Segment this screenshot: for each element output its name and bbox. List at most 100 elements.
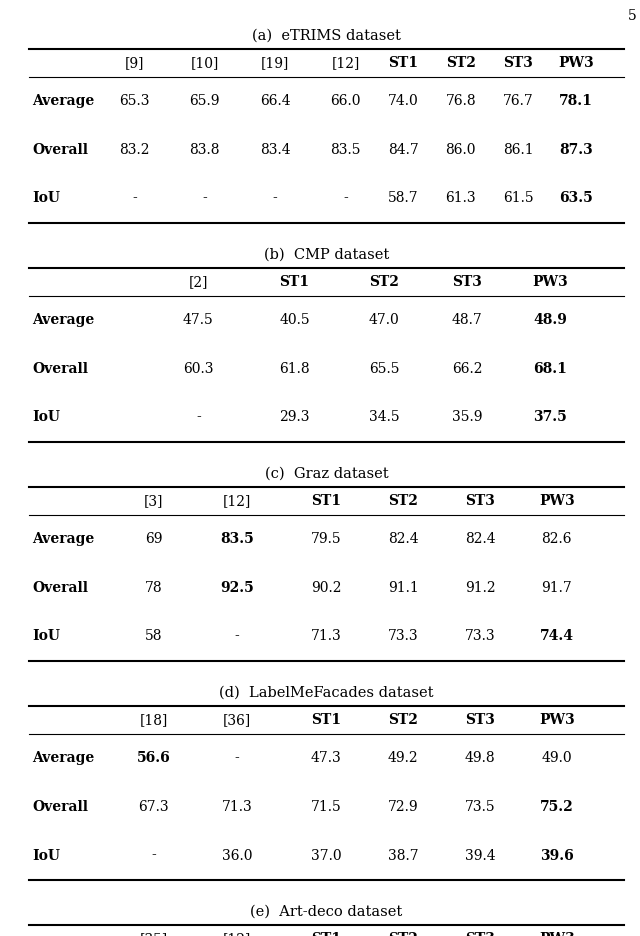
Text: [12]: [12] [332,56,360,69]
Text: ST3: ST3 [504,56,533,69]
Text: ST1: ST1 [388,56,418,69]
Text: 39.6: 39.6 [540,849,573,862]
Text: 61.5: 61.5 [503,192,534,205]
Text: 86.1: 86.1 [503,143,534,156]
Text: 37.5: 37.5 [534,411,567,424]
Text: 82.4: 82.4 [388,533,419,546]
Text: PW3: PW3 [539,932,575,936]
Text: 47.0: 47.0 [369,314,399,327]
Text: -: - [343,192,348,205]
Text: 73.5: 73.5 [465,800,495,813]
Text: -: - [234,630,239,643]
Text: ST3: ST3 [465,494,495,507]
Text: Average: Average [32,533,94,546]
Text: 61.3: 61.3 [445,192,476,205]
Text: IoU: IoU [32,411,60,424]
Text: Overall: Overall [32,581,88,594]
Text: 60.3: 60.3 [183,362,214,375]
Text: PW3: PW3 [539,713,575,726]
Text: 65.3: 65.3 [119,95,150,108]
Text: 40.5: 40.5 [279,314,310,327]
Text: 39.4: 39.4 [465,849,495,862]
Text: (b)  CMP dataset: (b) CMP dataset [264,248,389,262]
Text: Average: Average [32,314,94,327]
Text: 83.8: 83.8 [189,143,220,156]
Text: (a)  eTRIMS dataset: (a) eTRIMS dataset [252,29,401,43]
Text: 91.1: 91.1 [388,581,419,594]
Text: 83.5: 83.5 [330,143,361,156]
Text: 49.8: 49.8 [465,752,495,765]
Text: 90.2: 90.2 [311,581,342,594]
Text: [18]: [18] [140,713,168,726]
Text: 66.4: 66.4 [260,95,291,108]
Text: 73.3: 73.3 [465,630,495,643]
Text: -: - [151,849,156,862]
Text: 47.3: 47.3 [311,752,342,765]
Text: 36.0: 36.0 [221,849,252,862]
Text: 35.9: 35.9 [452,411,483,424]
Text: [10]: [10] [191,56,219,69]
Text: ST2: ST2 [388,932,418,936]
Text: [35]: [35] [140,932,168,936]
Text: 92.5: 92.5 [220,581,253,594]
Text: 84.7: 84.7 [388,143,419,156]
Text: ST1: ST1 [312,494,341,507]
Text: 47.5: 47.5 [183,314,214,327]
Text: ST3: ST3 [465,932,495,936]
Text: 82.6: 82.6 [541,533,572,546]
Text: 82.4: 82.4 [465,533,495,546]
Text: [12]: [12] [223,932,251,936]
Text: ST1: ST1 [312,932,341,936]
Text: -: - [132,192,137,205]
Text: IoU: IoU [32,849,60,862]
Text: 71.5: 71.5 [311,800,342,813]
Text: 71.3: 71.3 [221,800,252,813]
Text: 58: 58 [145,630,163,643]
Text: [9]: [9] [125,56,144,69]
Text: 87.3: 87.3 [559,143,593,156]
Text: [2]: [2] [189,275,208,288]
Text: 83.2: 83.2 [119,143,150,156]
Text: 76.7: 76.7 [503,95,534,108]
Text: 75.2: 75.2 [540,800,573,813]
Text: 72.9: 72.9 [388,800,419,813]
Text: ST2: ST2 [369,275,399,288]
Text: Overall: Overall [32,143,88,156]
Text: PW3: PW3 [539,494,575,507]
Text: Overall: Overall [32,800,88,813]
Text: PW3: PW3 [532,275,568,288]
Text: 76.8: 76.8 [445,95,476,108]
Text: ST1: ST1 [312,713,341,726]
Text: ST3: ST3 [452,275,482,288]
Text: [3]: [3] [144,494,163,507]
Text: 69: 69 [145,533,163,546]
Text: ST2: ST2 [446,56,476,69]
Text: 49.0: 49.0 [541,752,572,765]
Text: 68.1: 68.1 [534,362,567,375]
Text: 71.3: 71.3 [311,630,342,643]
Text: ST2: ST2 [388,494,418,507]
Text: 91.2: 91.2 [465,581,495,594]
Text: 34.5: 34.5 [369,411,399,424]
Text: 86.0: 86.0 [445,143,476,156]
Text: 74.0: 74.0 [388,95,419,108]
Text: (c)  Graz dataset: (c) Graz dataset [264,467,388,481]
Text: IoU: IoU [32,630,60,643]
Text: 74.4: 74.4 [540,630,574,643]
Text: 73.3: 73.3 [388,630,419,643]
Text: [19]: [19] [261,56,289,69]
Text: (e)  Art-deco dataset: (e) Art-deco dataset [250,905,403,919]
Text: 78.1: 78.1 [559,95,593,108]
Text: 5: 5 [628,9,637,23]
Text: 48.7: 48.7 [452,314,483,327]
Text: -: - [234,752,239,765]
Text: 61.8: 61.8 [279,362,310,375]
Text: 83.5: 83.5 [220,533,253,546]
Text: 91.7: 91.7 [541,581,572,594]
Text: 67.3: 67.3 [138,800,169,813]
Text: 79.5: 79.5 [311,533,342,546]
Text: 58.7: 58.7 [388,192,419,205]
Text: PW3: PW3 [558,56,594,69]
Text: Average: Average [32,95,94,108]
Text: 65.5: 65.5 [369,362,399,375]
